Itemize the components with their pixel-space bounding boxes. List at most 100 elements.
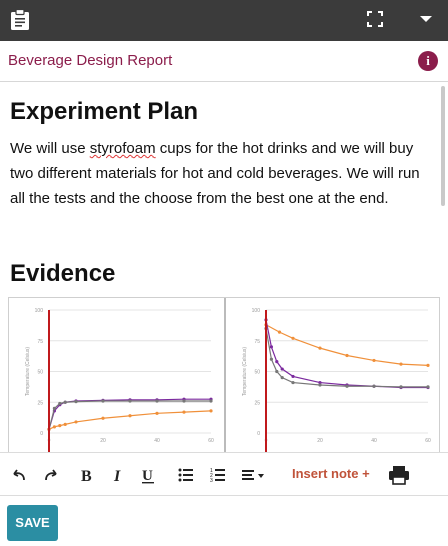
x-tick-label: 20: [317, 438, 323, 444]
data-point: [318, 346, 322, 350]
data-point: [74, 400, 78, 404]
x-tick-label: 40: [154, 438, 160, 444]
y-tick-label: 0: [40, 431, 43, 437]
data-point: [280, 376, 284, 380]
data-point: [63, 400, 67, 404]
data-point: [63, 422, 67, 426]
chart-hot-beverage: 10075502500204060Temperature (Celsius): [242, 308, 431, 452]
svg-text:U: U: [142, 468, 153, 484]
redo-icon[interactable]: [42, 465, 60, 485]
plan-text-start: We will use: [10, 140, 90, 157]
y-tick-label: 50: [37, 370, 43, 376]
data-point: [182, 399, 186, 403]
y-tick-label: 0: [257, 431, 260, 437]
insert-note-button[interactable]: Insert note +: [292, 466, 370, 481]
italic-icon[interactable]: I: [110, 465, 126, 485]
top-bar: [0, 0, 448, 41]
data-point: [318, 383, 322, 387]
align-dropdown-icon[interactable]: [242, 465, 266, 485]
info-icon[interactable]: i: [418, 51, 438, 71]
series-line: [48, 398, 211, 430]
series-line: [265, 324, 429, 366]
svg-text:I: I: [113, 468, 121, 485]
y-tick-label: 50: [254, 370, 260, 376]
svg-text:1: 1: [210, 468, 213, 474]
svg-text:2: 2: [210, 473, 213, 479]
data-point: [52, 425, 57, 429]
y-tick-label: 75: [254, 339, 260, 345]
data-point: [155, 399, 159, 403]
series-line: [265, 328, 428, 388]
underline-icon[interactable]: U: [140, 465, 156, 485]
scrollbar[interactable]: [441, 86, 445, 206]
bullet-list-icon[interactable]: [178, 465, 194, 485]
undo-icon[interactable]: [10, 465, 28, 485]
data-point: [269, 357, 273, 361]
data-point: [372, 358, 376, 363]
image-divider: [224, 298, 226, 452]
data-point: [399, 362, 403, 366]
y-tick-label: 75: [37, 339, 43, 345]
caret-down-icon[interactable]: [420, 16, 432, 22]
heading-experiment-plan: Experiment Plan: [10, 98, 199, 125]
heading-evidence: Evidence: [10, 260, 116, 287]
data-point: [345, 353, 349, 358]
y-tick-label: 100: [252, 308, 261, 314]
plan-text-end: cups for the hot drinks and we will buy …: [10, 140, 420, 207]
data-point: [269, 345, 273, 349]
document-content[interactable]: Experiment Plan We will use styrofoam cu…: [0, 82, 448, 452]
data-point: [128, 414, 132, 418]
data-point: [277, 330, 282, 334]
data-point: [280, 367, 284, 371]
report-title: Beverage Design Report: [8, 52, 173, 69]
data-point: [182, 410, 186, 414]
x-tick-label: 60: [425, 438, 431, 444]
data-point: [275, 360, 279, 364]
misspelled-word[interactable]: styrofoam: [89, 140, 156, 157]
data-point: [291, 374, 295, 379]
fullscreen-icon[interactable]: [366, 10, 384, 28]
data-point: [345, 384, 349, 388]
data-point: [291, 380, 295, 385]
data-point: [58, 424, 62, 428]
data-point: [101, 399, 105, 403]
data-point: [318, 380, 322, 385]
data-point: [52, 406, 57, 410]
numbered-list-icon[interactable]: 123: [210, 465, 226, 485]
data-point: [426, 385, 430, 389]
svg-text:3: 3: [210, 478, 213, 484]
series-line: [48, 400, 211, 430]
svg-text:B: B: [81, 468, 92, 485]
evidence-images: 100 75 50 25 0 0 20 40 60 Temperature (Celsius) 1…: [8, 297, 440, 452]
clipboard-icon[interactable]: [10, 9, 30, 31]
data-point: [58, 401, 62, 406]
data-point: [209, 399, 213, 403]
data-point: [101, 416, 105, 420]
y-tick-label: 25: [254, 400, 260, 406]
print-icon[interactable]: [388, 465, 410, 485]
data-point: [128, 399, 132, 403]
data-point: [209, 409, 213, 413]
data-point: [291, 336, 295, 340]
save-button[interactable]: SAVE: [7, 505, 58, 541]
chart-cold-beverage: 10075502500204060Temperature (Celsius): [25, 308, 214, 452]
x-tick-label: 60: [208, 438, 214, 444]
data-point: [426, 363, 430, 367]
x-tick-label: 20: [100, 438, 106, 444]
y-axis-label: Temperature (Celsius): [25, 347, 31, 397]
x-tick-label: 40: [371, 438, 377, 444]
y-tick-label: 25: [37, 400, 43, 406]
data-point: [74, 420, 78, 424]
data-point: [399, 385, 403, 389]
series-line: [265, 319, 428, 389]
y-tick-label: 100: [35, 308, 44, 314]
series-line: [48, 410, 212, 430]
bold-icon[interactable]: B: [78, 465, 94, 485]
data-point: [155, 411, 159, 415]
data-point: [275, 369, 279, 374]
experiment-plan-text: We will use styrofoam cups for the hot d…: [10, 136, 438, 211]
report-title-bar: Beverage Design Report i: [0, 41, 448, 82]
y-axis-label: Temperature (Celsius): [242, 347, 248, 397]
data-point: [372, 384, 376, 388]
